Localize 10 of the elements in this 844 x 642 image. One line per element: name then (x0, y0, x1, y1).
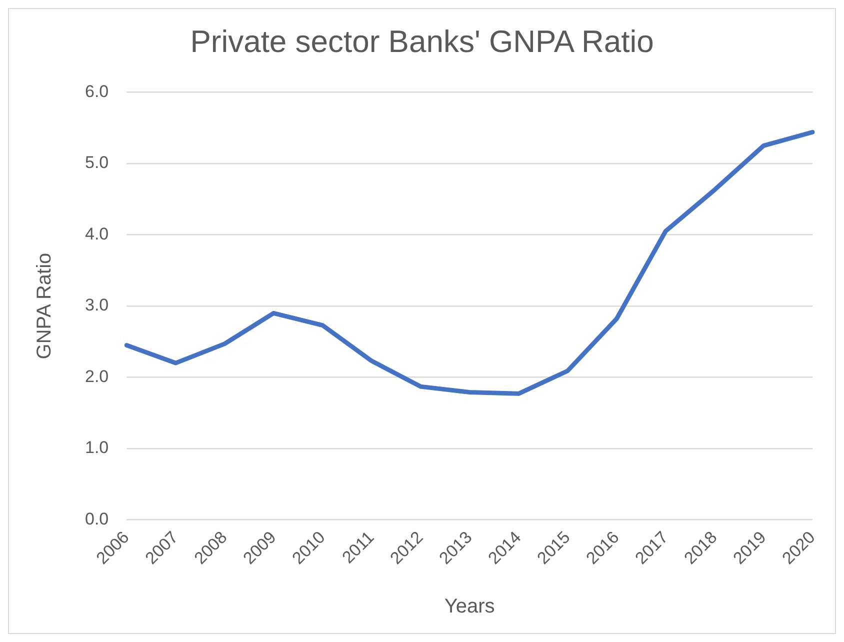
y-tick-label: 6.0 (84, 82, 109, 101)
y-tick-label: 3.0 (84, 296, 109, 315)
x-axis-title: Years (444, 596, 495, 618)
y-axis-title: GNPA Ratio (34, 252, 56, 360)
chart-title: Private sector Banks' GNPA Ratio (190, 24, 654, 60)
y-tick-label: 5.0 (84, 153, 109, 172)
y-tick-label: 1.0 (84, 438, 109, 458)
y-tick-label: 4.0 (84, 224, 109, 244)
y-tick-label: 0.0 (84, 510, 109, 529)
y-tick-label: 2.0 (84, 366, 109, 386)
